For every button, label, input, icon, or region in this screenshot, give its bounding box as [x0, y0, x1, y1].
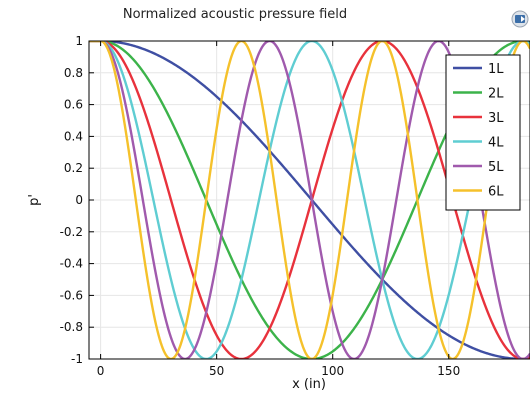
y-tick-label: -0.6 — [60, 288, 83, 302]
y-tick-label: -0.8 — [60, 320, 83, 334]
series-line-3L — [89, 41, 530, 359]
legend-box — [445, 54, 521, 211]
x-tick-label: 100 — [321, 364, 344, 378]
x-tick-label: 50 — [209, 364, 224, 378]
series-line-1L — [89, 41, 530, 359]
legend-label-1L: 1L — [488, 62, 504, 77]
x-axis-label: x (in) — [292, 377, 326, 392]
series-line-6L — [89, 41, 530, 359]
legend-label-6L: 6L — [488, 185, 504, 200]
y-tick-label: 0.2 — [64, 161, 83, 175]
x-ticks: 0 50 100 150 — [97, 41, 460, 378]
y-ticks: 1 0.8 0.6 0.4 0.2 0 -0.2 -0.4 -0.6 -0.8 -1 — [60, 34, 94, 366]
legend: 1L 2L 3L 4L 5L 6L — [445, 54, 521, 211]
y-tick-label: 0.4 — [64, 129, 83, 143]
x-tick-label: 0 — [97, 364, 105, 378]
legend-label-2L: 2L — [488, 87, 504, 102]
y-tick-label: 0 — [75, 193, 83, 207]
y-tick-label: 0.6 — [64, 98, 83, 112]
y-tick-label: -0.4 — [60, 257, 83, 271]
legend-label-3L: 3L — [488, 111, 504, 126]
x-tick-label: 150 — [437, 364, 460, 378]
chart-title: Normalized acoustic pressure field — [123, 7, 347, 22]
y-axis-label: p' — [27, 194, 42, 206]
y-tick-label: 0.8 — [64, 66, 83, 80]
y-tick-label: -1 — [71, 352, 83, 366]
camera-icon[interactable] — [511, 10, 529, 28]
legend-label-5L: 5L — [488, 160, 504, 175]
legend-label-4L: 4L — [488, 136, 504, 151]
y-tick-label: -0.2 — [60, 225, 83, 239]
y-tick-label: 1 — [75, 34, 83, 48]
